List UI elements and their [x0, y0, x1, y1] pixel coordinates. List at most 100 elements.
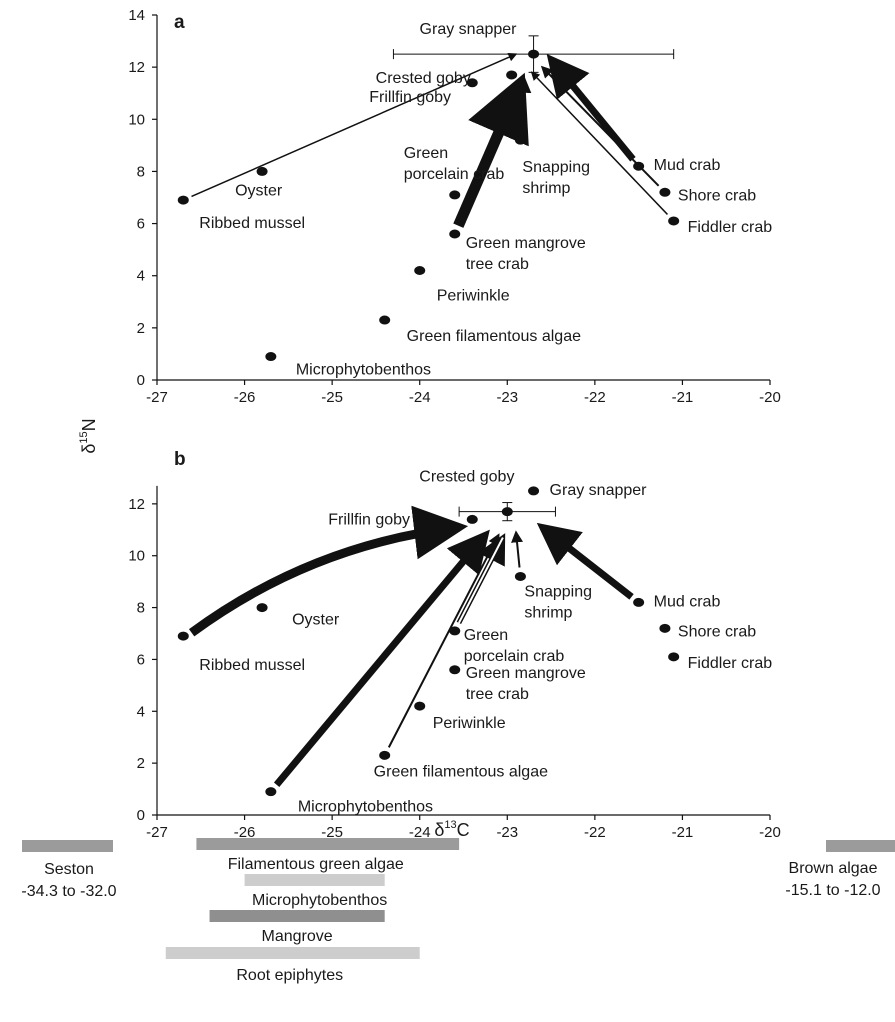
- point-label-periwinkle: Periwinkle: [437, 288, 510, 305]
- panel-b-chart: 0 2 4 6 8 10 12 -27 -26 -25 -24 -23 -22 -21 -20 b Gray s…: [128, 449, 781, 841]
- x-tick-label: -21: [672, 824, 694, 841]
- point-gray-snapper: [528, 49, 540, 59]
- y-tick-label: 8: [137, 163, 145, 180]
- point-label-periwinkle: Periwinkle: [433, 715, 506, 732]
- point-label-green-mangrove-tree-crab: Green mangrove: [466, 235, 586, 252]
- point-oyster: [256, 603, 268, 613]
- x-tick-label: -24: [409, 824, 431, 841]
- point-label-crested-goby: Crested goby: [419, 469, 514, 486]
- arrow-snapping-shrimp: [511, 530, 524, 568]
- y-axis-title-element: N: [79, 418, 99, 431]
- x-tick-label: -22: [584, 389, 606, 406]
- point-mud-crab: [633, 597, 645, 607]
- x-axis-title-superscript: 13: [444, 819, 456, 831]
- arrow-ribbed-mussel: [188, 505, 469, 637]
- source-label-mangrove: Mangrove: [262, 928, 333, 945]
- arrow-snapping-shrimp: [516, 77, 532, 132]
- point-label-snapping-shrimp: Snapping: [524, 583, 592, 600]
- point-oyster: [256, 166, 268, 176]
- arrow-mud-crab: [536, 522, 634, 600]
- point-label-snapping-shrimp: Snapping: [522, 159, 590, 176]
- x-axis-title-symbol: δ: [434, 820, 444, 840]
- point-green-porcelain-crab: [449, 190, 461, 200]
- y-tick-label: 4: [137, 703, 145, 720]
- y-tick-label: 12: [128, 59, 145, 76]
- point-periwinkle: [414, 701, 426, 711]
- y-tick-label: 12: [128, 496, 145, 513]
- point-gray-snapper: [528, 486, 540, 496]
- point-label-green-mangrove-tree-crab: tree crab: [466, 686, 529, 703]
- y-tick-label: 2: [137, 755, 145, 772]
- point-label-green-mangrove-tree-crab: Green mangrove: [466, 665, 586, 682]
- point-label-green-filamentous-algae: Green filamentous algae: [374, 763, 548, 780]
- y-tick-label: 8: [137, 600, 145, 617]
- point-green-mangrove-tree-crab: [449, 229, 461, 239]
- y-tick-label: 6: [137, 216, 145, 233]
- point-label-green-porcelain-crab: porcelain crab: [404, 166, 505, 183]
- point-shore-crab: [659, 623, 671, 633]
- point-label-green-porcelain-crab: Green: [464, 627, 508, 644]
- x-tick-label: -23: [496, 389, 518, 406]
- point-label-oyster: Oyster: [292, 612, 340, 629]
- point-label-ribbed-mussel: Ribbed mussel: [199, 657, 305, 674]
- x-axis-title-element: C: [457, 820, 470, 840]
- panel-label: b: [174, 449, 186, 470]
- source-bar-root-epiphytes: [165, 947, 420, 959]
- point-label-oyster: Oyster: [235, 182, 283, 199]
- source-label-seston: Seston: [44, 861, 94, 878]
- x-tick-label: -27: [146, 389, 168, 406]
- arrow-mud-crab: [546, 53, 636, 162]
- panel-label: a: [174, 12, 185, 33]
- x-tick-label: -25: [321, 824, 343, 841]
- y-tick-label: 10: [128, 111, 145, 128]
- point-label-green-mangrove-tree-crab: tree crab: [466, 256, 529, 273]
- point-crested-goby: [506, 70, 518, 80]
- point-snapping-shrimp: [514, 571, 526, 581]
- y-tick-label: 0: [137, 372, 145, 389]
- point-mud-crab: [633, 161, 645, 171]
- y-tick-label: 4: [137, 268, 145, 285]
- arrow-microphytobenthos: [273, 529, 490, 788]
- point-label-crested-goby: Crested goby: [376, 70, 471, 87]
- point-label-snapping-shrimp: shrimp: [524, 604, 572, 621]
- point-label-green-porcelain-crab: Green: [404, 145, 448, 162]
- point-microphytobenthos: [265, 352, 277, 362]
- source-label-filamentous-green-algae: Filamentous green algae: [228, 856, 404, 873]
- arrow-green-filamentous-algae: [387, 533, 500, 748]
- arrow-ribbed-mussel: [191, 52, 518, 198]
- y-tick-label: 0: [137, 807, 145, 824]
- source-label-microphytobenthos: Microphytobenthos: [252, 892, 387, 909]
- source-label-seston: -34.3 to -32.0: [21, 883, 116, 900]
- point-label-frillfin-goby: Frillfin goby: [328, 511, 410, 528]
- point-periwinkle: [414, 266, 426, 275]
- point-green-mangrove-tree-crab: [449, 665, 461, 675]
- point-label-gray-snapper: Gray snapper: [550, 482, 648, 499]
- point-label-mud-crab: Mud crab: [654, 157, 721, 174]
- source-bar-mangrove: [209, 910, 385, 922]
- y-tick-label: 2: [137, 320, 145, 337]
- x-tick-label: -20: [759, 389, 781, 406]
- source-label-root-epiphytes: Root epiphytes: [236, 967, 343, 984]
- point-shore-crab: [659, 187, 671, 197]
- source-range-bars: Seston -34.3 to -32.0 Filamentous green al…: [21, 838, 895, 984]
- point-crested-goby: [501, 507, 513, 517]
- point-label-green-filamentous-algae: Green filamentous algae: [407, 328, 581, 345]
- point-green-porcelain-crab: [449, 626, 461, 636]
- y-tick-label: 10: [128, 548, 145, 565]
- point-label-gray-snapper: Gray snapper: [420, 21, 518, 38]
- x-tick-label: -25: [321, 389, 343, 406]
- y-tick-label: 14: [128, 7, 145, 24]
- point-frillfin-goby: [466, 78, 478, 88]
- panel-a-chart: 0 2 4 6 8 10 12 14 -27 -26 -25 -24 -23 -22 -21 -20 a Gray…: [128, 7, 781, 406]
- point-label-fiddler-crab: Fiddler crab: [688, 655, 773, 672]
- source-label-brown-algae: Brown algae: [789, 860, 878, 877]
- source-label-brown-algae: -15.1 to -12.0: [785, 882, 880, 899]
- point-label-fiddler-crab: Fiddler crab: [688, 219, 773, 236]
- y-axis-title-superscript: 15: [78, 431, 90, 443]
- point-ribbed-mussel: [177, 195, 189, 205]
- y-axis-title: δ15N: [78, 418, 99, 453]
- x-tick-label: -24: [409, 389, 431, 406]
- x-tick-label: -26: [234, 824, 256, 841]
- point-green-filamentous-algae: [379, 315, 391, 325]
